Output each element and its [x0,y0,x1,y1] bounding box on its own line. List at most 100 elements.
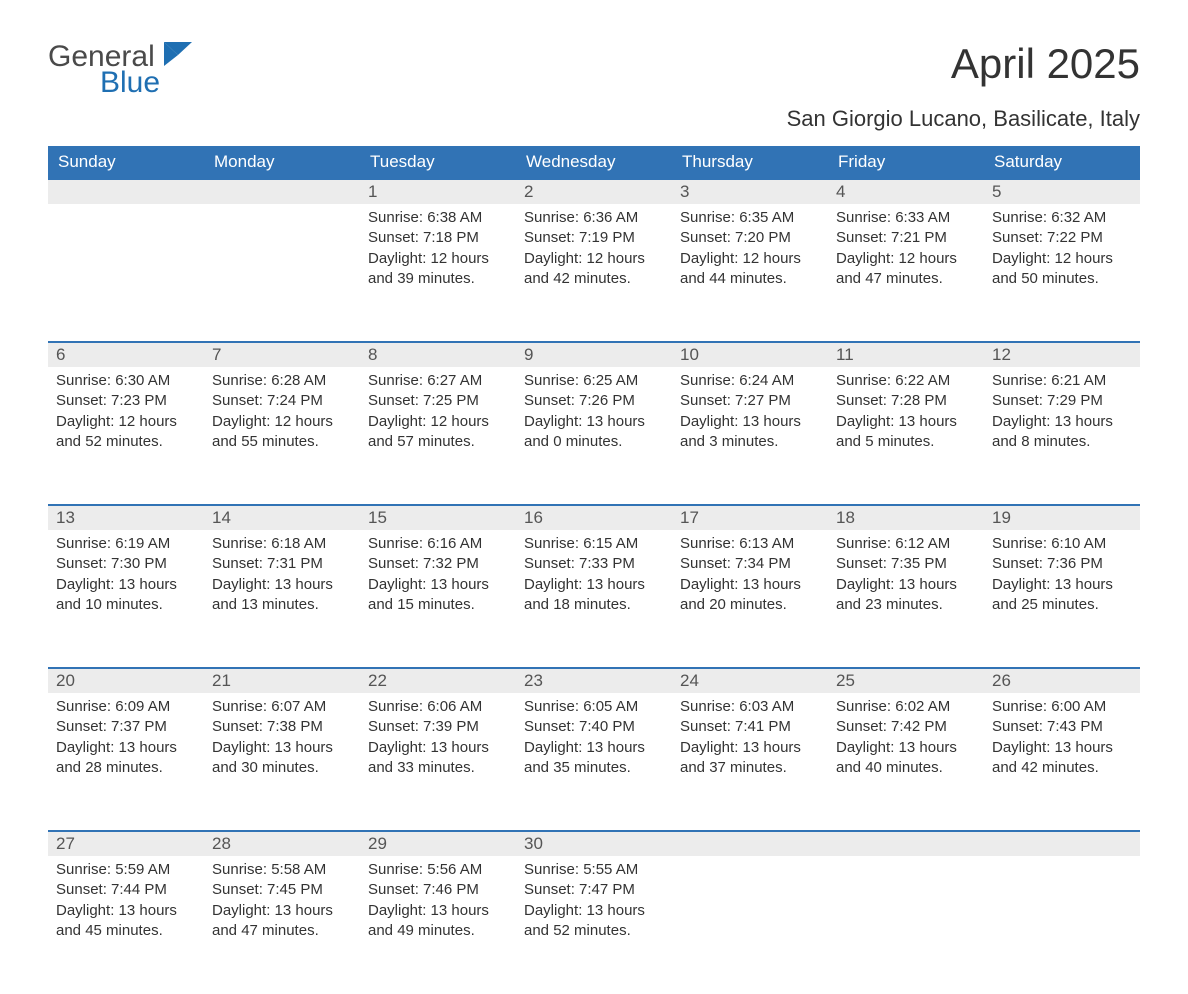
daylight2-text: and 18 minutes. [524,595,664,615]
sunrise-text: Sunrise: 6:30 AM [56,371,196,391]
daylight2-text: and 42 minutes. [992,758,1132,778]
weekday-header: Saturday [984,146,1140,179]
day-number-row: 12345 [48,179,1140,204]
sunset-text: Sunset: 7:28 PM [836,391,976,411]
logo-flag-icon [164,42,198,68]
day-content-cell: Sunrise: 6:03 AMSunset: 7:41 PMDaylight:… [672,693,828,831]
sunrise-text: Sunrise: 6:35 AM [680,208,820,228]
daylight2-text: and 15 minutes. [368,595,508,615]
day-content-cell: Sunrise: 5:55 AMSunset: 7:47 PMDaylight:… [516,856,672,994]
daylight1-text: Daylight: 13 hours [836,412,976,432]
daylight1-text: Daylight: 13 hours [992,412,1132,432]
daylight2-text: and 50 minutes. [992,269,1132,289]
day-content-cell: Sunrise: 6:35 AMSunset: 7:20 PMDaylight:… [672,204,828,342]
day-number-row: 6789101112 [48,342,1140,367]
day-number-cell: 5 [984,179,1140,204]
daylight2-text: and 23 minutes. [836,595,976,615]
daylight1-text: Daylight: 12 hours [56,412,196,432]
weekday-header-row: Sunday Monday Tuesday Wednesday Thursday… [48,146,1140,179]
logo: General Blue [48,40,198,100]
day-content-cell: Sunrise: 6:32 AMSunset: 7:22 PMDaylight:… [984,204,1140,342]
day-number-cell [204,179,360,204]
day-number-cell: 6 [48,342,204,367]
daylight2-text: and 28 minutes. [56,758,196,778]
day-content-cell: Sunrise: 6:16 AMSunset: 7:32 PMDaylight:… [360,530,516,668]
daylight1-text: Daylight: 13 hours [524,738,664,758]
sunrise-text: Sunrise: 6:21 AM [992,371,1132,391]
weekday-header: Friday [828,146,984,179]
daylight1-text: Daylight: 13 hours [524,575,664,595]
sunset-text: Sunset: 7:43 PM [992,717,1132,737]
day-number-cell: 18 [828,505,984,530]
day-number-cell [672,831,828,856]
month-title: April 2025 [951,40,1140,88]
day-content-cell: Sunrise: 6:28 AMSunset: 7:24 PMDaylight:… [204,367,360,505]
day-content-cell: Sunrise: 6:06 AMSunset: 7:39 PMDaylight:… [360,693,516,831]
sunrise-text: Sunrise: 5:56 AM [368,860,508,880]
daylight2-text: and 49 minutes. [368,921,508,941]
sunrise-text: Sunrise: 6:10 AM [992,534,1132,554]
day-content-row: Sunrise: 6:30 AMSunset: 7:23 PMDaylight:… [48,367,1140,505]
daylight2-text: and 52 minutes. [56,432,196,452]
sunrise-text: Sunrise: 5:58 AM [212,860,352,880]
calendar-table: Sunday Monday Tuesday Wednesday Thursday… [48,146,1140,994]
day-content-cell [672,856,828,994]
daylight2-text: and 47 minutes. [212,921,352,941]
daylight1-text: Daylight: 12 hours [992,249,1132,269]
daylight1-text: Daylight: 13 hours [524,412,664,432]
sunrise-text: Sunrise: 6:22 AM [836,371,976,391]
day-content-cell: Sunrise: 6:12 AMSunset: 7:35 PMDaylight:… [828,530,984,668]
daylight2-text: and 39 minutes. [368,269,508,289]
day-number-cell [828,831,984,856]
sunset-text: Sunset: 7:20 PM [680,228,820,248]
sunrise-text: Sunrise: 6:15 AM [524,534,664,554]
day-content-cell: Sunrise: 6:25 AMSunset: 7:26 PMDaylight:… [516,367,672,505]
sunset-text: Sunset: 7:27 PM [680,391,820,411]
day-number-cell: 19 [984,505,1140,530]
sunrise-text: Sunrise: 6:24 AM [680,371,820,391]
day-number-cell: 2 [516,179,672,204]
day-content-cell: Sunrise: 5:59 AMSunset: 7:44 PMDaylight:… [48,856,204,994]
day-number-cell [48,179,204,204]
sunset-text: Sunset: 7:30 PM [56,554,196,574]
day-number-cell: 7 [204,342,360,367]
sunset-text: Sunset: 7:19 PM [524,228,664,248]
daylight2-text: and 57 minutes. [368,432,508,452]
day-number-cell: 24 [672,668,828,693]
sunset-text: Sunset: 7:40 PM [524,717,664,737]
sunset-text: Sunset: 7:34 PM [680,554,820,574]
sunset-text: Sunset: 7:25 PM [368,391,508,411]
day-number-cell [984,831,1140,856]
day-content-cell: Sunrise: 6:24 AMSunset: 7:27 PMDaylight:… [672,367,828,505]
day-number-cell: 21 [204,668,360,693]
daylight2-text: and 10 minutes. [56,595,196,615]
sunset-text: Sunset: 7:21 PM [836,228,976,248]
sunset-text: Sunset: 7:47 PM [524,880,664,900]
location-subtitle: San Giorgio Lucano, Basilicate, Italy [48,106,1140,132]
daylight2-text: and 55 minutes. [212,432,352,452]
daylight1-text: Daylight: 12 hours [836,249,976,269]
day-content-row: Sunrise: 6:38 AMSunset: 7:18 PMDaylight:… [48,204,1140,342]
daylight1-text: Daylight: 13 hours [212,738,352,758]
daylight1-text: Daylight: 13 hours [836,575,976,595]
day-content-cell: Sunrise: 6:38 AMSunset: 7:18 PMDaylight:… [360,204,516,342]
day-number-cell: 26 [984,668,1140,693]
day-content-cell: Sunrise: 6:15 AMSunset: 7:33 PMDaylight:… [516,530,672,668]
day-number-cell: 3 [672,179,828,204]
daylight2-text: and 47 minutes. [836,269,976,289]
day-number-cell: 15 [360,505,516,530]
day-number-cell: 1 [360,179,516,204]
daylight1-text: Daylight: 13 hours [680,412,820,432]
daylight1-text: Daylight: 12 hours [368,412,508,432]
day-number-cell: 28 [204,831,360,856]
day-number-cell: 25 [828,668,984,693]
day-content-row: Sunrise: 5:59 AMSunset: 7:44 PMDaylight:… [48,856,1140,994]
day-content-cell: Sunrise: 6:07 AMSunset: 7:38 PMDaylight:… [204,693,360,831]
sunrise-text: Sunrise: 6:19 AM [56,534,196,554]
daylight1-text: Daylight: 13 hours [680,575,820,595]
day-number-cell: 22 [360,668,516,693]
day-content-cell: Sunrise: 6:21 AMSunset: 7:29 PMDaylight:… [984,367,1140,505]
day-content-cell [828,856,984,994]
daylight2-text: and 5 minutes. [836,432,976,452]
day-content-cell: Sunrise: 6:22 AMSunset: 7:28 PMDaylight:… [828,367,984,505]
